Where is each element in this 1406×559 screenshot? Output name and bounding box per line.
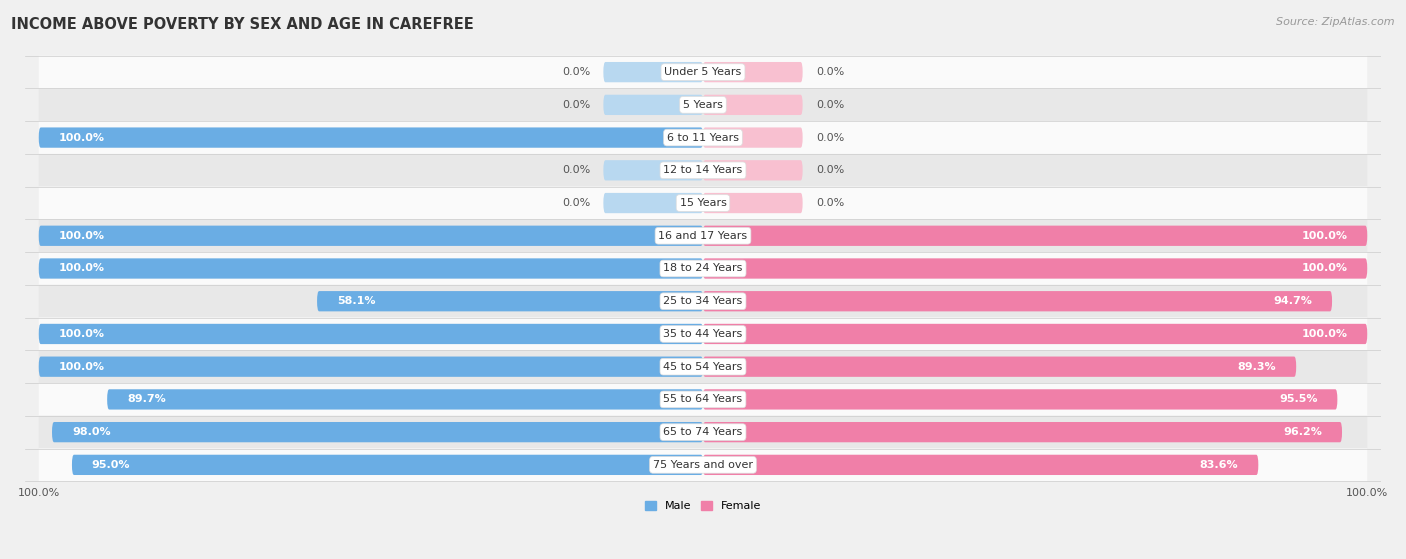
Text: 75 Years and over: 75 Years and over	[652, 460, 754, 470]
Text: 96.2%: 96.2%	[1284, 427, 1322, 437]
Text: 58.1%: 58.1%	[337, 296, 375, 306]
FancyBboxPatch shape	[703, 324, 1367, 344]
FancyBboxPatch shape	[39, 318, 1367, 350]
Text: 0.0%: 0.0%	[815, 67, 844, 77]
Text: 0.0%: 0.0%	[815, 165, 844, 176]
Text: 98.0%: 98.0%	[72, 427, 111, 437]
FancyBboxPatch shape	[703, 258, 1367, 278]
FancyBboxPatch shape	[52, 422, 703, 442]
Legend: Male, Female: Male, Female	[641, 496, 765, 516]
Text: 0.0%: 0.0%	[562, 165, 591, 176]
Text: Under 5 Years: Under 5 Years	[665, 67, 741, 77]
FancyBboxPatch shape	[39, 154, 1367, 187]
Text: 0.0%: 0.0%	[815, 198, 844, 208]
FancyBboxPatch shape	[39, 121, 1367, 154]
Text: 0.0%: 0.0%	[815, 100, 844, 110]
FancyBboxPatch shape	[72, 454, 703, 475]
Text: 100.0%: 100.0%	[59, 231, 104, 241]
Text: INCOME ABOVE POVERTY BY SEX AND AGE IN CAREFREE: INCOME ABOVE POVERTY BY SEX AND AGE IN C…	[11, 17, 474, 32]
Text: 0.0%: 0.0%	[562, 100, 591, 110]
Text: 0.0%: 0.0%	[562, 198, 591, 208]
Text: 45 to 54 Years: 45 to 54 Years	[664, 362, 742, 372]
FancyBboxPatch shape	[39, 285, 1367, 318]
FancyBboxPatch shape	[703, 357, 1296, 377]
Text: 65 to 74 Years: 65 to 74 Years	[664, 427, 742, 437]
FancyBboxPatch shape	[39, 127, 703, 148]
Text: 55 to 64 Years: 55 to 64 Years	[664, 395, 742, 404]
FancyBboxPatch shape	[39, 226, 703, 246]
Text: 95.5%: 95.5%	[1279, 395, 1317, 404]
Text: 89.7%: 89.7%	[127, 395, 166, 404]
Text: 6 to 11 Years: 6 to 11 Years	[666, 132, 740, 143]
Text: 0.0%: 0.0%	[815, 132, 844, 143]
Text: 100.0%: 100.0%	[1302, 263, 1347, 273]
FancyBboxPatch shape	[703, 291, 1331, 311]
FancyBboxPatch shape	[318, 291, 703, 311]
Text: 100.0%: 100.0%	[59, 329, 104, 339]
Text: 89.3%: 89.3%	[1237, 362, 1277, 372]
Text: 100.0%: 100.0%	[1302, 329, 1347, 339]
FancyBboxPatch shape	[39, 187, 1367, 219]
Text: 35 to 44 Years: 35 to 44 Years	[664, 329, 742, 339]
FancyBboxPatch shape	[39, 219, 1367, 252]
FancyBboxPatch shape	[703, 389, 1337, 410]
FancyBboxPatch shape	[39, 88, 1367, 121]
FancyBboxPatch shape	[39, 252, 1367, 285]
FancyBboxPatch shape	[39, 56, 1367, 88]
Text: 25 to 34 Years: 25 to 34 Years	[664, 296, 742, 306]
Text: 94.7%: 94.7%	[1274, 296, 1312, 306]
FancyBboxPatch shape	[703, 226, 1367, 246]
FancyBboxPatch shape	[39, 350, 1367, 383]
FancyBboxPatch shape	[603, 160, 703, 181]
FancyBboxPatch shape	[703, 62, 803, 82]
Text: 100.0%: 100.0%	[1302, 231, 1347, 241]
Text: 0.0%: 0.0%	[562, 67, 591, 77]
Text: 18 to 24 Years: 18 to 24 Years	[664, 263, 742, 273]
FancyBboxPatch shape	[603, 193, 703, 213]
FancyBboxPatch shape	[39, 448, 1367, 481]
FancyBboxPatch shape	[703, 160, 803, 181]
FancyBboxPatch shape	[703, 422, 1343, 442]
FancyBboxPatch shape	[603, 62, 703, 82]
Text: Source: ZipAtlas.com: Source: ZipAtlas.com	[1277, 17, 1395, 27]
FancyBboxPatch shape	[703, 127, 803, 148]
FancyBboxPatch shape	[603, 94, 703, 115]
FancyBboxPatch shape	[703, 454, 1258, 475]
Text: 5 Years: 5 Years	[683, 100, 723, 110]
FancyBboxPatch shape	[39, 383, 1367, 416]
FancyBboxPatch shape	[107, 389, 703, 410]
Text: 83.6%: 83.6%	[1199, 460, 1239, 470]
Text: 100.0%: 100.0%	[59, 263, 104, 273]
FancyBboxPatch shape	[39, 258, 703, 278]
Text: 100.0%: 100.0%	[59, 362, 104, 372]
FancyBboxPatch shape	[39, 324, 703, 344]
FancyBboxPatch shape	[703, 94, 803, 115]
Text: 15 Years: 15 Years	[679, 198, 727, 208]
FancyBboxPatch shape	[703, 193, 803, 213]
Text: 95.0%: 95.0%	[91, 460, 131, 470]
Text: 16 and 17 Years: 16 and 17 Years	[658, 231, 748, 241]
FancyBboxPatch shape	[39, 357, 703, 377]
Text: 100.0%: 100.0%	[59, 132, 104, 143]
Text: 12 to 14 Years: 12 to 14 Years	[664, 165, 742, 176]
FancyBboxPatch shape	[39, 416, 1367, 448]
